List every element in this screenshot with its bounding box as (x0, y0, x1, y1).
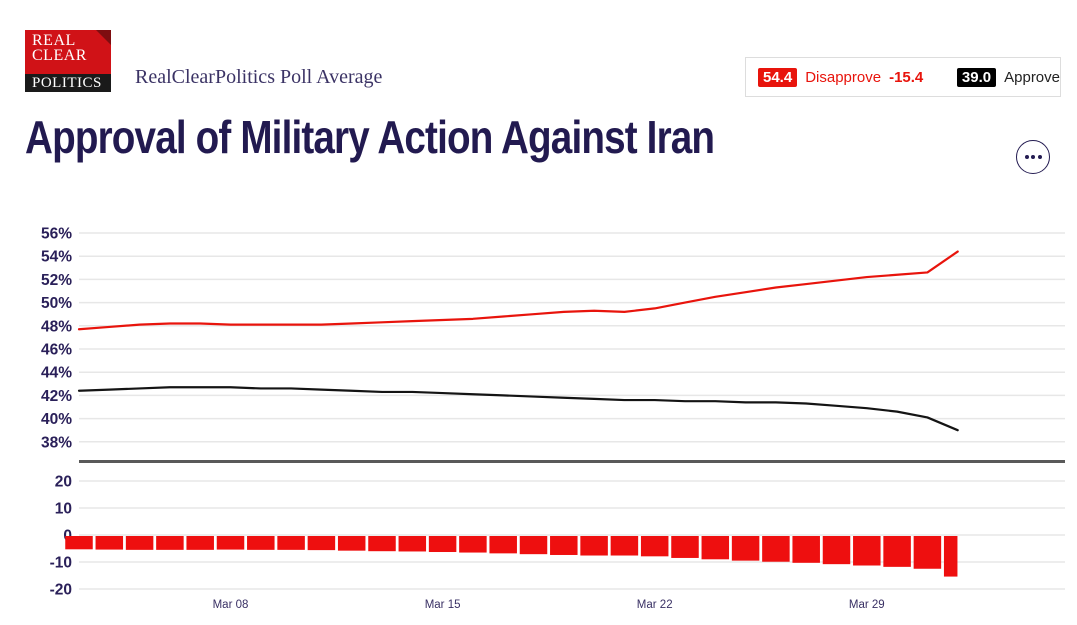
ellipsis-icon (1024, 155, 1029, 159)
spread-bar[interactable] (580, 536, 608, 556)
ytick-label-pct: 38% (41, 434, 72, 451)
xtick-label: Mar 15 (425, 599, 461, 611)
poll-chart[interactable]: 56%54%52%50%48%46%44%42%40%38%20100-10-2… (0, 214, 1077, 620)
spread-bar[interactable] (65, 536, 93, 550)
ellipsis-menu-button[interactable] (1016, 140, 1050, 174)
spread-bar[interactable] (731, 536, 760, 561)
spread-bar[interactable] (125, 536, 154, 550)
spread-bar[interactable] (883, 536, 911, 567)
xtick-label: Mar 22 (637, 599, 673, 611)
poll-average-subtitle: RealClearPolitics Poll Average (135, 66, 383, 88)
spread-bar[interactable] (156, 536, 184, 550)
spread-bar[interactable] (307, 536, 336, 551)
spread-bar[interactable] (610, 536, 639, 556)
spread-bar[interactable] (368, 536, 396, 552)
spread-bar[interactable] (277, 536, 305, 550)
chart-canvas: 56%54%52%50%48%46%44%42%40%38%20100-10-2… (41, 226, 1065, 611)
ytick-label-pct: 40% (41, 411, 72, 428)
logo-fold-corner (96, 30, 111, 45)
spread-bar[interactable] (792, 536, 820, 563)
spread-bar[interactable] (247, 536, 275, 550)
rcp-logo-top: REAL CLEAR (25, 30, 111, 74)
spread-bar[interactable] (853, 536, 881, 566)
ellipsis-icon (1037, 155, 1042, 159)
ytick-label-spread: -10 (50, 555, 72, 572)
spread-bar[interactable] (640, 536, 669, 557)
spread-bar[interactable] (95, 536, 124, 550)
disapprove-value-badge: 54.4 (758, 67, 798, 87)
xtick-label: Mar 08 (213, 599, 249, 611)
approve-value-badge: 39.0 (956, 67, 997, 87)
approve-label: Approve (1004, 68, 1060, 86)
spread-bar[interactable] (216, 536, 245, 550)
spread-value: -15.4 (889, 68, 924, 86)
ytick-label-spread: 10 (55, 501, 72, 518)
spread-bar[interactable] (762, 536, 790, 562)
ellipsis-icon (1031, 155, 1035, 159)
logo-line-politics: POLITICS (25, 74, 111, 92)
ytick-label-pct: 42% (41, 388, 72, 405)
spread-bar[interactable] (671, 536, 699, 558)
spread-bar[interactable] (822, 536, 851, 565)
page-title: Approval of Military Action Against Iran (25, 111, 715, 163)
spread-bar[interactable] (550, 536, 578, 555)
ytick-label-pct: 50% (41, 295, 72, 312)
ytick-label-spread: -20 (50, 582, 72, 599)
ytick-label-spread: 20 (55, 474, 72, 491)
spread-bar[interactable] (701, 536, 730, 560)
ytick-label-pct: 52% (41, 272, 72, 289)
rcp-logo[interactable]: REAL CLEAR POLITICS (25, 30, 111, 92)
ytick-label-pct: 48% (41, 318, 72, 335)
spread-bar[interactable] (428, 536, 457, 553)
trend-line-disapprove[interactable] (77, 250, 959, 331)
trend-line-approve[interactable] (77, 386, 959, 432)
logo-line-real: REAL (32, 32, 76, 49)
spread-bar[interactable] (337, 536, 366, 551)
xtick-label: Mar 29 (849, 599, 885, 611)
logo-line-clear: CLEAR (32, 47, 87, 64)
spread-bar[interactable] (186, 536, 214, 550)
spread-bar[interactable] (459, 536, 487, 553)
legend-box: 54.4 Disapprove -15.4 39.0 Approve (745, 57, 1061, 97)
spread-bar[interactable] (943, 536, 958, 577)
disapprove-label: Disapprove (805, 68, 882, 86)
spread-bar[interactable] (398, 536, 427, 552)
spread-bar[interactable] (489, 536, 517, 554)
spread-bar[interactable] (519, 536, 548, 555)
spread-bar[interactable] (913, 536, 942, 569)
ytick-label-pct: 54% (41, 249, 72, 266)
ytick-label-pct: 44% (41, 365, 72, 382)
ytick-label-pct: 46% (41, 342, 72, 359)
ytick-label-pct: 56% (41, 226, 72, 243)
